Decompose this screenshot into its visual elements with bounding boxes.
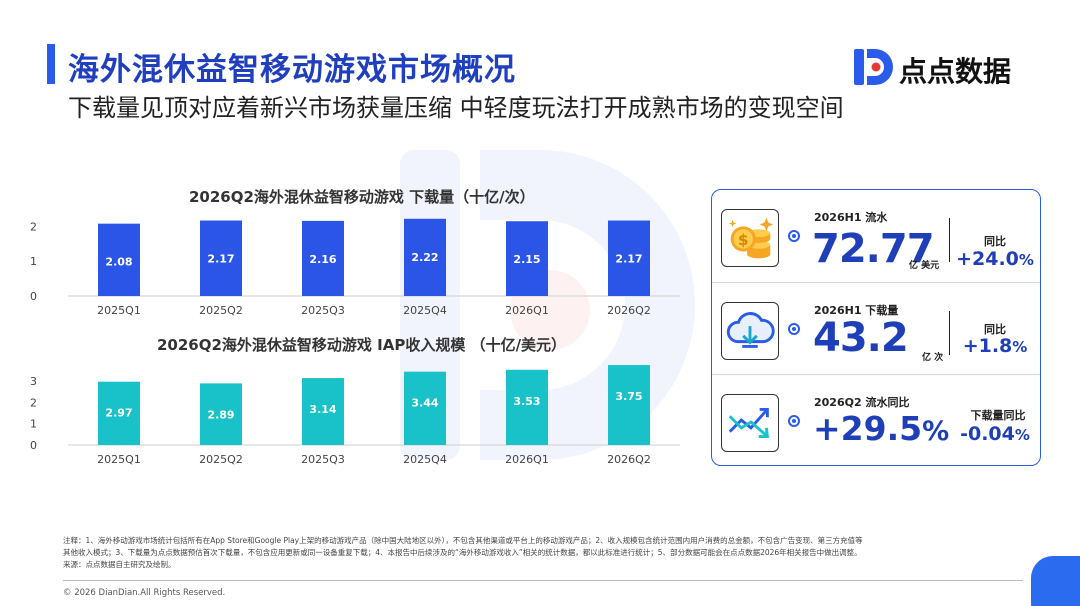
x-tick-label: 2026Q2 [607,453,651,466]
stats-panel: $ 2026H1 流水 72.77 亿 美元 同比 +24.0% 2026H1 … [711,189,1041,466]
diandian-logo-icon [854,49,893,85]
stat-unit: 亿 次 [922,353,944,363]
stat-value-number: +29.5 [813,409,923,448]
y-tick-label: 1 [30,418,37,431]
stat-label: 2026Q2 流水同比 [814,396,910,409]
page-title: 海外混休益智移动游戏市场概况 [68,52,516,88]
page-subtitle: 下载量见顶对应着新兴市场获量压缩 中轻度玩法打开成熟市场的变现空间 [68,94,844,122]
x-tick-label: 2025Q2 [199,453,243,466]
y-tick-label: 0 [30,439,37,452]
bar [302,378,344,445]
stat-value-percent: % [922,416,950,447]
source-line: 来源：点点数据自主研究及绘制。 [63,560,176,569]
x-tick-label: 2026Q2 [607,304,651,317]
bar-value-label: 3.14 [309,403,336,416]
x-tick-label: 2025Q1 [97,453,141,466]
stat-yoy-value: +1.8% [955,335,1035,357]
stat-yoy-percent: % [1014,426,1030,444]
download-chart-title: 2026Q2海外混休益智移动游戏 下载量（十亿/次） [189,188,535,206]
stat-yoy-number: -0.04 [960,423,1015,445]
x-tick-label: 2025Q4 [403,453,447,466]
bar-value-label: 2.15 [513,253,540,266]
bar-value-label: 2.16 [309,253,336,266]
download-bar-chart: 0 1 2 2.08 2025Q1 2.17 2025Q2 2.16 2025Q3 2.22 202… [30,218,680,317]
bar [506,369,548,445]
stat-revenue-h1: $ 2026H1 流水 72.77 亿 美元 同比 +24.0% [712,190,1040,282]
bar [200,383,242,445]
stat-revenue-yoy-q2: 2026Q2 流水同比 +29.5% 下载量同比 -0.04% [712,374,1040,466]
stat-yoy-percent: % [1018,251,1034,269]
bar-value-label: 3.75 [615,390,642,403]
svg-text:$: $ [738,231,749,249]
corner-decoration [1031,556,1080,606]
bar [608,365,650,445]
y-tick-label: 3 [30,375,37,388]
iap-bar-chart: 0 1 2 3 2.97 2025Q1 2.89 2025Q2 3.14 2025Q3 3.44 20… [30,365,680,466]
iap-chart-title: 2026Q2海外混休益智移动游戏 IAP收入规模 （十亿/美元） [157,336,567,354]
bar [200,220,242,296]
stat-yoy-value: -0.04% [955,423,1035,445]
bar-value-label: 3.44 [411,397,438,410]
stat-value: 72.77 [812,226,935,272]
y-tick-label: 0 [30,290,37,303]
x-tick-label: 2025Q4 [403,304,447,317]
bar-value-label: 2.17 [207,253,234,266]
bar [404,371,446,445]
stat-bullet [788,323,800,335]
y-tick-label: 1 [30,255,37,268]
coins-icon: $ [721,209,779,267]
cloud-download-icon [721,302,779,360]
stat-divider [949,218,950,262]
trend-arrows-icon [721,394,779,452]
bar-value-label: 2.08 [105,256,132,269]
footnote-line: 其他收入模式；3、下载量为点点数据预估首次下载量，不包含应用更新或同一设备重复下… [63,548,862,557]
y-tick-label: 2 [30,396,37,409]
stat-yoy-percent: % [1012,338,1028,356]
brand-name: 点点数据 [899,55,1012,88]
stat-yoy-number: +1.8 [962,335,1013,357]
copyright: © 2026 DianDian.All Rights Reserved. [63,588,226,598]
x-tick-label: 2025Q3 [301,304,345,317]
x-tick-label: 2026Q1 [505,453,549,466]
y-tick-label: 2 [30,220,37,233]
footnote-line: 注释：1、海外移动游戏市场统计包括所有在App Store和Google Pla… [63,536,863,545]
bar [608,220,650,296]
bar-value-label: 2.89 [207,408,234,421]
stat-value: +29.5% [813,409,949,448]
bar [506,221,548,296]
footnotes: 注释：1、海外移动游戏市场统计包括所有在App Store和Google Pla… [63,535,1028,571]
x-tick-label: 2025Q3 [301,453,345,466]
stat-bullet [788,230,800,242]
bar [404,218,446,296]
brand: 点点数据 [853,45,1043,89]
bar [98,381,140,445]
stat-yoy-label: 同比 [984,323,1006,336]
title-accent-bar [47,44,55,84]
stat-yoy-value: +24.0% [955,248,1035,270]
x-tick-label: 2026Q1 [505,304,549,317]
bar [98,223,140,296]
stat-yoy-label: 同比 [984,235,1006,248]
bar-value-label: 2.22 [411,251,438,264]
bar-value-label: 2.17 [615,253,642,266]
stat-unit: 亿 美元 [909,261,940,271]
x-tick-label: 2025Q2 [199,304,243,317]
x-tick-label: 2025Q1 [97,304,141,317]
bar [302,220,344,296]
stat-yoy-number: +24.0 [956,248,1019,270]
stat-label: 2026H1 下载量 [814,304,899,317]
bar-value-label: 2.97 [105,407,132,420]
stat-downloads-h1: 2026H1 下载量 43.2 亿 次 同比 +1.8% [712,282,1040,374]
bar-value-label: 3.53 [513,395,540,408]
footer-divider [63,580,1023,581]
stat-yoy-label: 下载量同比 [970,409,1026,422]
stat-bullet [788,415,800,427]
stat-divider [949,311,950,355]
stat-value: 43.2 [813,315,909,361]
stat-label: 2026H1 流水 [814,211,888,224]
